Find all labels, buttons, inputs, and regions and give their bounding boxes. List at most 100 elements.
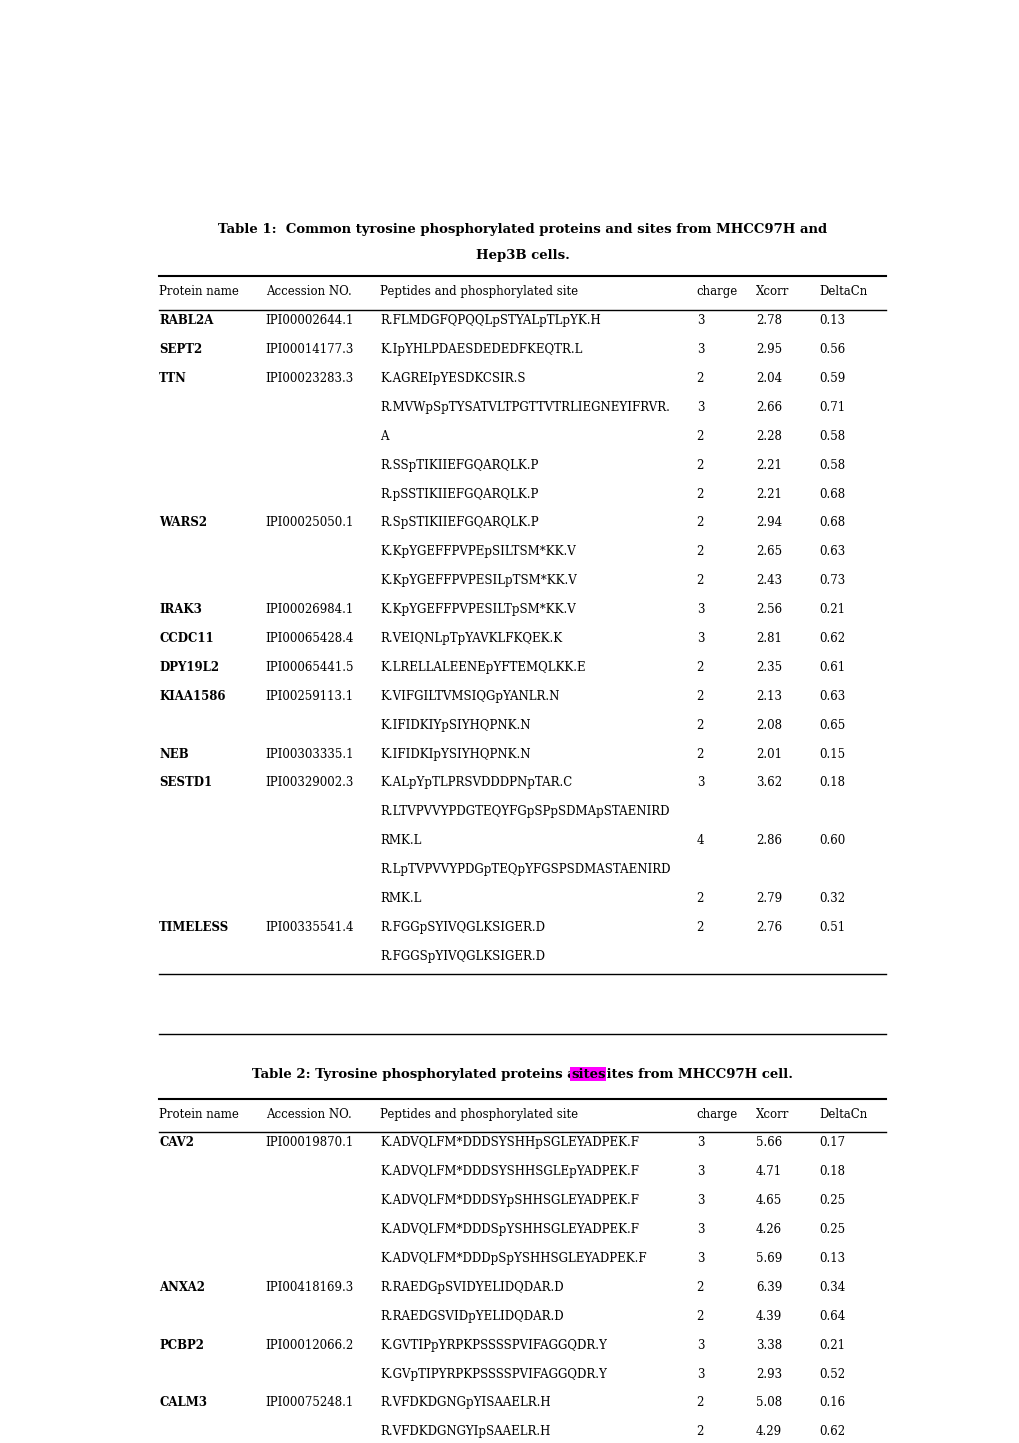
Text: K.AGREIpYESDKCSIR.S: K.AGREIpYESDKCSIR.S bbox=[380, 372, 526, 385]
Text: 0.25: 0.25 bbox=[818, 1224, 845, 1237]
Text: IPI00303335.1: IPI00303335.1 bbox=[266, 747, 354, 760]
Text: 2.79: 2.79 bbox=[755, 892, 782, 905]
Text: K.KpYGEFFPVPEpSILTSM*KK.V: K.KpYGEFFPVPEpSILTSM*KK.V bbox=[380, 545, 576, 558]
Text: R.FLMDGFQPQQLpSTYALpTLpYK.H: R.FLMDGFQPQQLpSTYALpTLpYK.H bbox=[380, 315, 600, 328]
Text: 2: 2 bbox=[696, 747, 703, 760]
Text: 0.62: 0.62 bbox=[818, 632, 845, 645]
Text: 2.95: 2.95 bbox=[755, 343, 782, 356]
Text: 3: 3 bbox=[696, 632, 703, 645]
Text: 4.29: 4.29 bbox=[755, 1426, 782, 1439]
Text: R.SpSTIKIIEFGQARQLK.P: R.SpSTIKIIEFGQARQLK.P bbox=[380, 517, 539, 530]
Text: 3.62: 3.62 bbox=[755, 776, 782, 789]
Text: IPI00014177.3: IPI00014177.3 bbox=[266, 343, 354, 356]
Text: 2: 2 bbox=[696, 1281, 703, 1294]
Text: 0.64: 0.64 bbox=[818, 1310, 845, 1323]
Text: SESTD1: SESTD1 bbox=[159, 776, 212, 789]
Text: 2: 2 bbox=[696, 1397, 703, 1410]
Text: 0.56: 0.56 bbox=[818, 343, 845, 356]
Text: 0.13: 0.13 bbox=[818, 315, 845, 328]
Text: ANXA2: ANXA2 bbox=[159, 1281, 205, 1294]
Text: PCBP2: PCBP2 bbox=[159, 1339, 204, 1352]
Text: Xcorr: Xcorr bbox=[755, 286, 789, 299]
Text: R.VFDKDGNGpYISAAELR.H: R.VFDKDGNGpYISAAELR.H bbox=[380, 1397, 550, 1410]
Text: IPI00075248.1: IPI00075248.1 bbox=[266, 1397, 354, 1410]
Text: K.KpYGEFFPVPESILTpSM*KK.V: K.KpYGEFFPVPESILTpSM*KK.V bbox=[380, 603, 576, 616]
Text: R.pSSTIKIIEFGQARQLK.P: R.pSSTIKIIEFGQARQLK.P bbox=[380, 488, 538, 501]
Text: 2.21: 2.21 bbox=[755, 488, 781, 501]
Text: 2.35: 2.35 bbox=[755, 661, 782, 674]
Text: TTN: TTN bbox=[159, 372, 186, 385]
Text: 2: 2 bbox=[696, 690, 703, 703]
Text: 0.21: 0.21 bbox=[818, 603, 845, 616]
Text: SEPT2: SEPT2 bbox=[159, 343, 202, 356]
Text: 0.62: 0.62 bbox=[818, 1426, 845, 1439]
Text: DPY19L2: DPY19L2 bbox=[159, 661, 219, 674]
Text: 0.60: 0.60 bbox=[818, 834, 845, 847]
Text: 0.34: 0.34 bbox=[818, 1281, 845, 1294]
Text: 3: 3 bbox=[696, 1166, 703, 1179]
Text: 0.51: 0.51 bbox=[818, 921, 845, 934]
Text: R.VEIQNLpTpYAVKLFKQEK.K: R.VEIQNLpTpYAVKLFKQEK.K bbox=[380, 632, 562, 645]
Text: 3: 3 bbox=[696, 776, 703, 789]
Text: NEB: NEB bbox=[159, 747, 189, 760]
Text: 2.04: 2.04 bbox=[755, 372, 782, 385]
Text: 0.21: 0.21 bbox=[818, 1339, 845, 1352]
Text: 0.65: 0.65 bbox=[818, 719, 845, 732]
Text: 3: 3 bbox=[696, 1224, 703, 1237]
Text: R.LpTVPVVYPDGpTEQpYFGSPSDMASTAENIRD: R.LpTVPVVYPDGpTEQpYFGSPSDMASTAENIRD bbox=[380, 863, 671, 876]
Text: 0.63: 0.63 bbox=[818, 545, 845, 558]
Text: 0.73: 0.73 bbox=[818, 574, 845, 587]
Text: WARS2: WARS2 bbox=[159, 517, 207, 530]
Text: 3: 3 bbox=[696, 1253, 703, 1266]
Text: charge: charge bbox=[696, 1108, 737, 1121]
Text: 2.21: 2.21 bbox=[755, 459, 781, 472]
Text: K.ADVQLFM*DDDpSpYSHHSGLEYADPEK.F: K.ADVQLFM*DDDpSpYSHHSGLEYADPEK.F bbox=[380, 1253, 646, 1266]
Text: 4.71: 4.71 bbox=[755, 1166, 782, 1179]
Text: CAV2: CAV2 bbox=[159, 1137, 194, 1150]
Text: 2.43: 2.43 bbox=[755, 574, 782, 587]
Text: 5.08: 5.08 bbox=[755, 1397, 782, 1410]
Text: 2.65: 2.65 bbox=[755, 545, 782, 558]
Text: Accession NO.: Accession NO. bbox=[266, 1108, 352, 1121]
Text: IPI00026984.1: IPI00026984.1 bbox=[266, 603, 354, 616]
Text: 3: 3 bbox=[696, 315, 703, 328]
Text: 2.94: 2.94 bbox=[755, 517, 782, 530]
Text: 0.61: 0.61 bbox=[818, 661, 845, 674]
Text: 2: 2 bbox=[696, 372, 703, 385]
Text: K.ALpYpTLPRSVDDDPNpTAR.C: K.ALpYpTLPRSVDDDPNpTAR.C bbox=[380, 776, 572, 789]
Text: 2: 2 bbox=[696, 574, 703, 587]
Text: R.RAEDGpSVIDYELIDQDAR.D: R.RAEDGpSVIDYELIDQDAR.D bbox=[380, 1281, 564, 1294]
Text: 2.28: 2.28 bbox=[755, 430, 781, 443]
Text: 3: 3 bbox=[696, 1137, 703, 1150]
Text: 5.69: 5.69 bbox=[755, 1253, 782, 1266]
Text: 0.68: 0.68 bbox=[818, 517, 845, 530]
Text: K.VIFGILTVMSIQGpYANLR.N: K.VIFGILTVMSIQGpYANLR.N bbox=[380, 690, 559, 703]
Text: 2.93: 2.93 bbox=[755, 1368, 782, 1381]
Text: Hep3B cells.: Hep3B cells. bbox=[475, 248, 570, 261]
Text: 2.08: 2.08 bbox=[755, 719, 782, 732]
Text: DeltaCn: DeltaCn bbox=[818, 286, 866, 299]
Text: Table 2: Tyrosine phosphorylated proteins and sites from MHCC97H cell.: Table 2: Tyrosine phosphorylated protein… bbox=[252, 1068, 793, 1081]
Text: K.GVTIPpYRPKPSSSSPVIFAGGQDR.Y: K.GVTIPpYRPKPSSSSPVIFAGGQDR.Y bbox=[380, 1339, 606, 1352]
Text: K.LRELLALEENEpYFTEMQLKK.E: K.LRELLALEENEpYFTEMQLKK.E bbox=[380, 661, 586, 674]
Text: K.ADVQLFM*DDDSYSHHSGLEpYADPEK.F: K.ADVQLFM*DDDSYSHHSGLEpYADPEK.F bbox=[380, 1166, 639, 1179]
Text: 2.13: 2.13 bbox=[755, 690, 782, 703]
Text: K.ADVQLFM*DDDSYpSHHSGLEYADPEK.F: K.ADVQLFM*DDDSYpSHHSGLEYADPEK.F bbox=[380, 1195, 639, 1208]
Text: IPI00065428.4: IPI00065428.4 bbox=[266, 632, 354, 645]
Text: 5.66: 5.66 bbox=[755, 1137, 782, 1150]
Text: 2: 2 bbox=[696, 430, 703, 443]
Text: 0.52: 0.52 bbox=[818, 1368, 845, 1381]
Text: RMK.L: RMK.L bbox=[380, 892, 422, 905]
Text: IPI00025050.1: IPI00025050.1 bbox=[266, 517, 354, 530]
Text: 2.56: 2.56 bbox=[755, 603, 782, 616]
Text: 3.38: 3.38 bbox=[755, 1339, 782, 1352]
Text: IRAK3: IRAK3 bbox=[159, 603, 202, 616]
Text: 2: 2 bbox=[696, 517, 703, 530]
Text: R.SSpTIKIIEFGQARQLK.P: R.SSpTIKIIEFGQARQLK.P bbox=[380, 459, 538, 472]
Text: Accession NO.: Accession NO. bbox=[266, 286, 352, 299]
Text: 2.78: 2.78 bbox=[755, 315, 782, 328]
Text: IPI00329002.3: IPI00329002.3 bbox=[266, 776, 354, 789]
Text: 2: 2 bbox=[696, 488, 703, 501]
Text: 2.66: 2.66 bbox=[755, 401, 782, 414]
Text: 0.15: 0.15 bbox=[818, 747, 845, 760]
